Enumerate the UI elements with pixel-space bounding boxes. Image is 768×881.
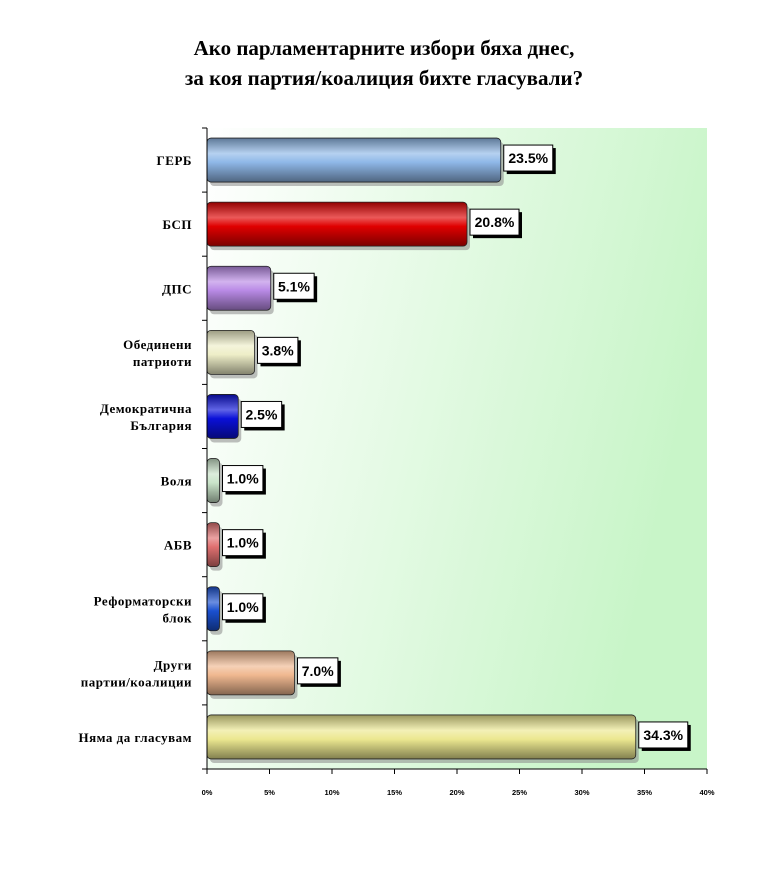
value-label-box xyxy=(503,144,554,172)
x-tick-label: 20% xyxy=(449,788,464,797)
bar xyxy=(206,458,220,503)
category-label: Демократична xyxy=(100,401,192,416)
value-label-box xyxy=(222,529,264,557)
x-tick-label: 25% xyxy=(512,788,527,797)
value-label: 23.5% xyxy=(508,150,548,166)
bar xyxy=(206,201,468,247)
bar xyxy=(206,586,220,632)
bar xyxy=(206,714,637,760)
category-label: патриоти xyxy=(133,354,192,369)
category-label: блок xyxy=(163,610,192,625)
category-label: ГЕРБ xyxy=(157,153,192,168)
chart-title-line-1: Ако парламентарните избори бяха днес, xyxy=(193,36,575,60)
chart-title: Ако парламентарните избори бяха днес, за… xyxy=(0,33,768,93)
value-label-box xyxy=(469,208,520,236)
value-label: 1.0% xyxy=(227,535,259,551)
value-label-box xyxy=(222,593,264,621)
category-label: БСП xyxy=(162,217,192,232)
category-label: Няма да гласувам xyxy=(79,730,193,745)
value-label: 20.8% xyxy=(475,214,515,230)
bar xyxy=(206,394,239,439)
category-label: Воля xyxy=(161,474,192,489)
category-label: ДПС xyxy=(162,281,192,296)
x-tick-label: 40% xyxy=(699,788,714,797)
value-label-box xyxy=(222,465,264,493)
value-label-box xyxy=(240,400,283,428)
category-label: Обединени xyxy=(123,337,192,352)
bar xyxy=(206,265,272,311)
value-label: 1.0% xyxy=(227,599,259,615)
x-tick-label: 10% xyxy=(324,788,339,797)
value-label: 3.8% xyxy=(262,342,294,358)
value-label: 5.1% xyxy=(278,278,310,294)
category-label: Реформаторски xyxy=(94,593,192,608)
bar xyxy=(206,522,220,568)
chart-title-line-2: за коя партия/коалиция бихте гласували? xyxy=(184,66,584,90)
value-label-box xyxy=(257,336,299,364)
value-label: 1.0% xyxy=(227,471,259,487)
category-label: България xyxy=(130,418,192,433)
bar xyxy=(206,329,255,375)
value-label-box xyxy=(273,272,315,300)
category-label: партии/коалиции xyxy=(81,674,192,689)
bar xyxy=(206,650,295,696)
category-label: Други xyxy=(154,657,192,672)
value-label: 2.5% xyxy=(245,406,277,422)
category-label: АБВ xyxy=(164,538,192,553)
x-tick-label: 15% xyxy=(387,788,402,797)
value-label-box xyxy=(638,721,689,749)
value-label: 34.3% xyxy=(643,727,683,743)
value-label: 7.0% xyxy=(302,663,334,679)
value-label-box xyxy=(297,657,339,685)
x-tick-label: 0% xyxy=(202,788,213,797)
bar xyxy=(206,137,502,183)
x-tick-label: 35% xyxy=(637,788,652,797)
x-tick-label: 30% xyxy=(574,788,589,797)
x-tick-label: 5% xyxy=(264,788,275,797)
